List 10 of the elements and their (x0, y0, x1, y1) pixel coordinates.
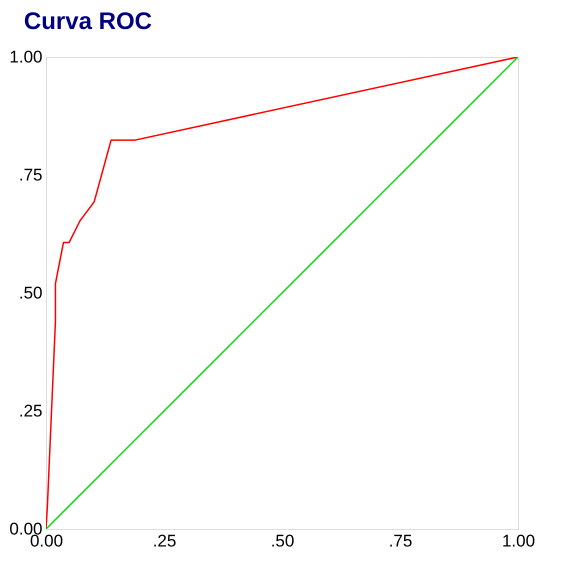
chart-title: Curva ROC (24, 8, 152, 35)
y-tick-label: .50 (18, 284, 42, 302)
x-tick-label: .25 (152, 532, 176, 550)
y-tick-label: 1.00 (9, 48, 42, 66)
y-tick-label: .75 (18, 166, 42, 184)
line-series (46, 57, 518, 529)
x-tick-label: 1.00 (502, 532, 536, 550)
x-tick-label: .75 (388, 532, 412, 550)
x-tick-label: .50 (270, 532, 294, 550)
y-tick-label: .25 (18, 402, 42, 420)
